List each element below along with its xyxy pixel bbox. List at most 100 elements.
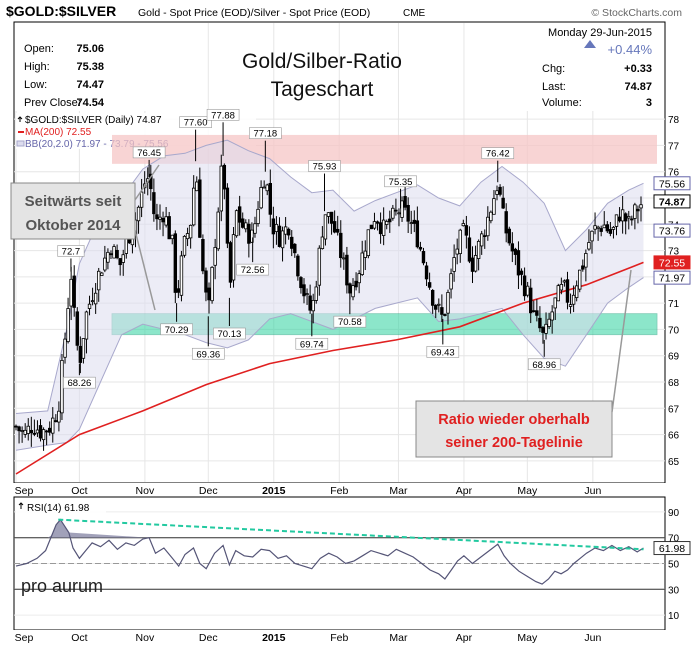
- price-label-box: [249, 127, 282, 139]
- candle-body: [277, 225, 282, 247]
- y-tick-label: 78: [668, 115, 680, 126]
- candle-body: [397, 212, 401, 215]
- right-value-box: [653, 270, 691, 285]
- price-label: 69.74: [300, 339, 324, 350]
- candle-body: [424, 265, 429, 280]
- x-tick-label: Feb: [330, 485, 348, 497]
- rsi-legend: RSI(14) 61.98: [16, 500, 106, 514]
- candle-body: [283, 226, 288, 235]
- y-tick-label: 77: [668, 141, 680, 152]
- candle-body: [335, 228, 340, 233]
- x-tick-label: Jun: [584, 632, 601, 644]
- annotation-ratio-line1: Ratio wieder oberhalb: [438, 412, 590, 428]
- candle-body: [173, 233, 178, 293]
- candle-body: [57, 410, 61, 423]
- candle-body: [311, 300, 315, 312]
- candle-body: [219, 165, 223, 212]
- candle-body: [590, 230, 594, 242]
- price-label: 75.93: [313, 162, 337, 173]
- stats-left: Open: 75.06 High: 75.38 Low: 74.47 Prev …: [24, 43, 105, 109]
- candle-body: [476, 240, 481, 259]
- price-label: 68.96: [532, 360, 556, 371]
- price-label-box: [57, 245, 85, 257]
- candle-body: [369, 224, 374, 230]
- stat-volume-value: 3: [646, 97, 652, 109]
- candle-body: [136, 206, 141, 222]
- rsi-legend-bg: [16, 500, 106, 514]
- candle-body: [553, 297, 557, 309]
- stat-pct-change: +0.44%: [608, 42, 653, 57]
- price-label: 75.35: [389, 177, 413, 188]
- candle-body: [409, 222, 413, 224]
- candle-body: [204, 270, 208, 293]
- annotation-title-line2: Tageschart: [271, 78, 374, 101]
- candle-body: [103, 257, 107, 271]
- stat-chg-value: +0.33: [624, 63, 652, 75]
- price-label: 69.43: [431, 347, 455, 358]
- rsi-legend-label: RSI(14) 61.98: [27, 503, 90, 514]
- rsi-y-tick-label: 50: [668, 560, 680, 571]
- candle-body: [418, 246, 423, 250]
- candle-body: [191, 187, 196, 226]
- candle-body: [479, 233, 484, 247]
- candle-body: [440, 307, 444, 315]
- price-label-box: [384, 175, 417, 188]
- candle-body: [38, 425, 43, 439]
- header-bar: [0, 0, 692, 22]
- candle-body: [388, 218, 392, 223]
- candle-body: [308, 295, 312, 311]
- rsi-y-tick-label: 70: [668, 534, 680, 545]
- price-label: 70.58: [338, 317, 362, 328]
- right-value-label: 74.87: [659, 196, 685, 208]
- stats-left-box: [15, 23, 153, 111]
- stat-high-label: High:: [24, 61, 50, 73]
- candle-body: [357, 273, 361, 284]
- annotation-sideways-line2: Oktober 2014: [25, 217, 121, 234]
- candle-body: [170, 234, 174, 240]
- candle-body: [556, 285, 560, 302]
- candle-body: [627, 216, 631, 219]
- candle-body: [66, 308, 70, 342]
- price-label-box: [179, 116, 212, 128]
- candle-body: [317, 247, 322, 286]
- candle-body: [207, 287, 211, 301]
- rsi-y-tick-label: 10: [668, 611, 680, 622]
- candle-body: [495, 190, 499, 195]
- candle-body: [167, 216, 171, 240]
- candle-body: [188, 224, 193, 239]
- candle-body: [244, 222, 248, 230]
- stats-right-box: [520, 23, 664, 111]
- candle-body: [623, 213, 628, 222]
- candle-body: [106, 251, 110, 263]
- candle-body: [510, 243, 515, 252]
- stat-high-value: 75.38: [76, 61, 104, 73]
- candle-body: [23, 429, 27, 435]
- symbol-title: $GOLD:$SILVER: [6, 3, 116, 19]
- candle-body: [516, 250, 521, 276]
- legend-bb: BB(20,2.0) 71.97 - 73.79 - 75.56: [25, 139, 169, 150]
- price-label-box: [160, 323, 193, 336]
- price-y-axis: 6566676869707172737475767778: [668, 115, 680, 468]
- right-value-box: [653, 255, 691, 270]
- candle-body: [231, 234, 236, 281]
- candle-body: [636, 208, 640, 212]
- candle-body: [498, 186, 502, 195]
- candle-body: [342, 257, 346, 260]
- y-tick-label: 71: [668, 299, 680, 310]
- up-arrow-icon: [584, 40, 596, 48]
- candle-body: [415, 220, 420, 248]
- annotation-sideways-pointer-up: [134, 164, 160, 201]
- price-label-box: [527, 358, 561, 371]
- candle-body: [250, 229, 254, 243]
- candle-body: [492, 198, 496, 215]
- x-tick-label: Mar: [389, 632, 408, 644]
- candle-body: [259, 187, 263, 209]
- candle-body: [455, 248, 459, 255]
- price-label-box: [333, 315, 367, 328]
- candle-body: [139, 191, 144, 208]
- y-tick-label: 69: [668, 352, 680, 363]
- candle-body: [599, 228, 603, 232]
- rsi-y-tick-label: 30: [668, 585, 680, 596]
- rsi-y-tick-label: 90: [668, 508, 680, 519]
- candle-body: [532, 310, 536, 313]
